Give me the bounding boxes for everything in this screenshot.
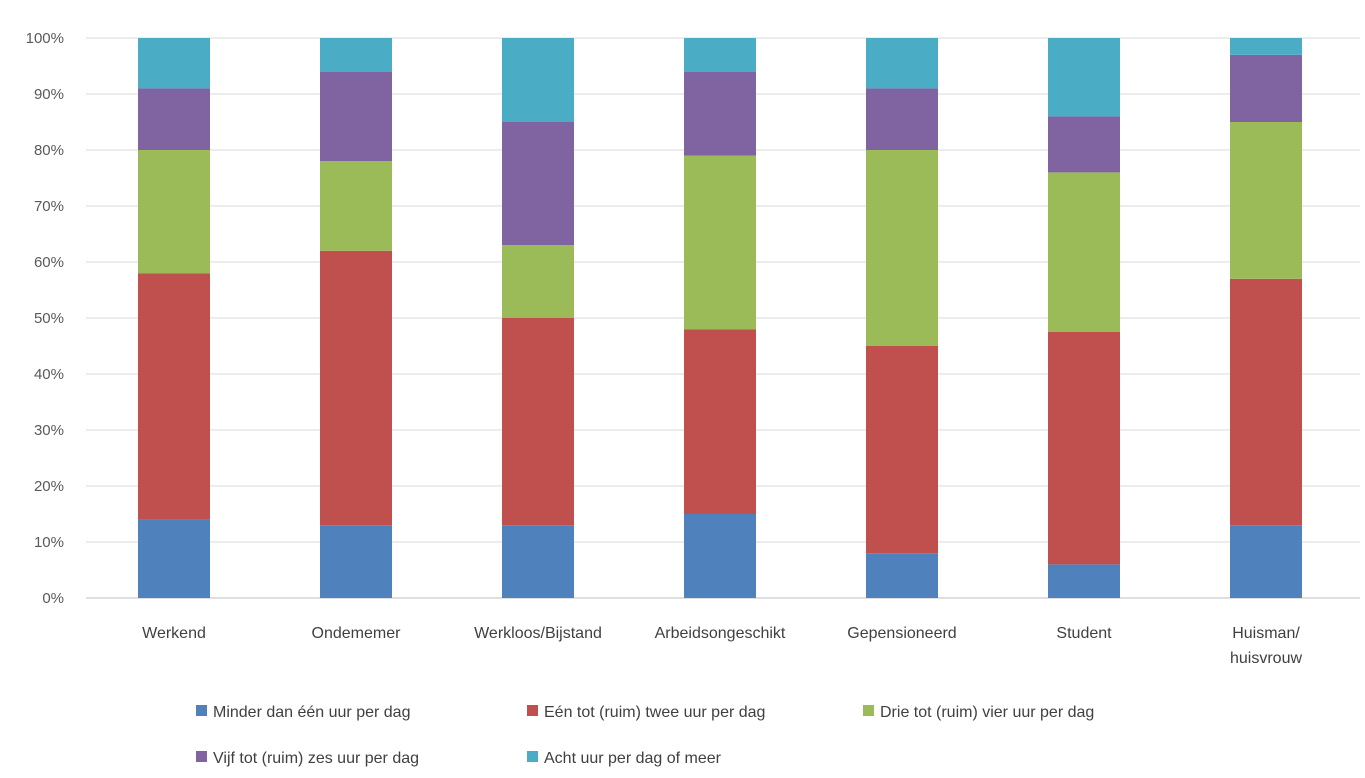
bar-segment xyxy=(138,150,210,274)
bar-segment xyxy=(1048,332,1120,565)
bar-segment xyxy=(684,38,756,72)
bar-segment xyxy=(1048,38,1120,117)
bar-segment xyxy=(320,161,392,251)
x-category-label: huisvrouw xyxy=(1230,650,1302,667)
legend-label: Acht uur per dag of meer xyxy=(544,750,722,767)
y-tick-label: 60% xyxy=(34,254,64,271)
bar-segment xyxy=(502,38,574,122)
bar-segment xyxy=(1048,116,1120,173)
bar-segment xyxy=(138,88,210,150)
bar-segment xyxy=(866,88,938,150)
y-tick-label: 80% xyxy=(34,142,64,159)
y-tick-label: 0% xyxy=(42,590,64,607)
bar-segment xyxy=(320,71,392,162)
legend-swatch xyxy=(527,705,538,716)
bar-segment xyxy=(320,525,392,598)
x-category-label: Werkend xyxy=(142,625,206,642)
legend-label: Minder dan één uur per dag xyxy=(213,704,410,721)
bar-segment xyxy=(684,71,756,156)
bar-segment xyxy=(138,38,210,89)
x-category-label: Ondememer xyxy=(312,625,402,642)
legend-label: Drie tot (ruim) vier uur per dag xyxy=(880,704,1094,721)
bar-segment xyxy=(1230,38,1302,55)
bar-segment xyxy=(502,318,574,526)
legend-swatch xyxy=(196,705,207,716)
bar-segment xyxy=(320,38,392,72)
bar-segment xyxy=(866,346,938,554)
y-tick-label: 90% xyxy=(34,86,64,103)
bar-segment xyxy=(866,553,938,598)
bars xyxy=(138,38,1302,598)
bar-segment xyxy=(1230,54,1302,122)
bar-segment xyxy=(1230,525,1302,598)
x-category-label: Arbeidsongeschikt xyxy=(655,625,786,642)
y-axis-ticks: 0% 10% 20% 30% 40% 50% 60% 70% 80% 90% 100% xyxy=(26,30,64,607)
x-category-label: Gepensioneerd xyxy=(847,625,956,642)
x-category-label: Werkloos/Bijstand xyxy=(474,625,602,642)
bar-segment xyxy=(684,155,756,330)
bar-segment xyxy=(866,38,938,89)
bar-segment xyxy=(138,519,210,598)
y-tick-label: 50% xyxy=(34,310,64,327)
x-category-label: Huisman/ xyxy=(1232,625,1300,642)
bar-segment xyxy=(502,122,574,246)
y-tick-label: 30% xyxy=(34,422,64,439)
bar-segment xyxy=(1230,122,1302,279)
bar-segment xyxy=(502,245,574,318)
bar-segment xyxy=(320,250,392,526)
y-tick-label: 10% xyxy=(34,534,64,551)
legend-swatch xyxy=(196,751,207,762)
bar-segment xyxy=(866,150,938,346)
x-axis-labels: Werkend Ondememer Werkloos/Bijstand Arbeids… xyxy=(142,625,1302,667)
bar-segment xyxy=(684,514,756,598)
legend-swatch xyxy=(863,705,874,716)
legend-label: Vijf tot (ruim) zes uur per dag xyxy=(213,750,419,767)
x-category-label: Student xyxy=(1056,625,1112,642)
bar-segment xyxy=(1048,564,1120,598)
y-tick-label: 100% xyxy=(26,30,64,47)
legend-swatch xyxy=(527,751,538,762)
bar-segment xyxy=(502,525,574,598)
legend-label: Eén tot (ruim) twee uur per dag xyxy=(544,704,765,721)
bar-segment xyxy=(1230,278,1302,526)
y-tick-label: 20% xyxy=(34,478,64,495)
y-tick-label: 70% xyxy=(34,198,64,215)
y-tick-label: 40% xyxy=(34,366,64,383)
legend: Minder dan één uur per dag Eén tot (ruim)… xyxy=(196,704,1094,767)
bar-segment xyxy=(1048,172,1120,332)
bar-segment xyxy=(684,329,756,514)
bar-segment xyxy=(138,273,210,520)
